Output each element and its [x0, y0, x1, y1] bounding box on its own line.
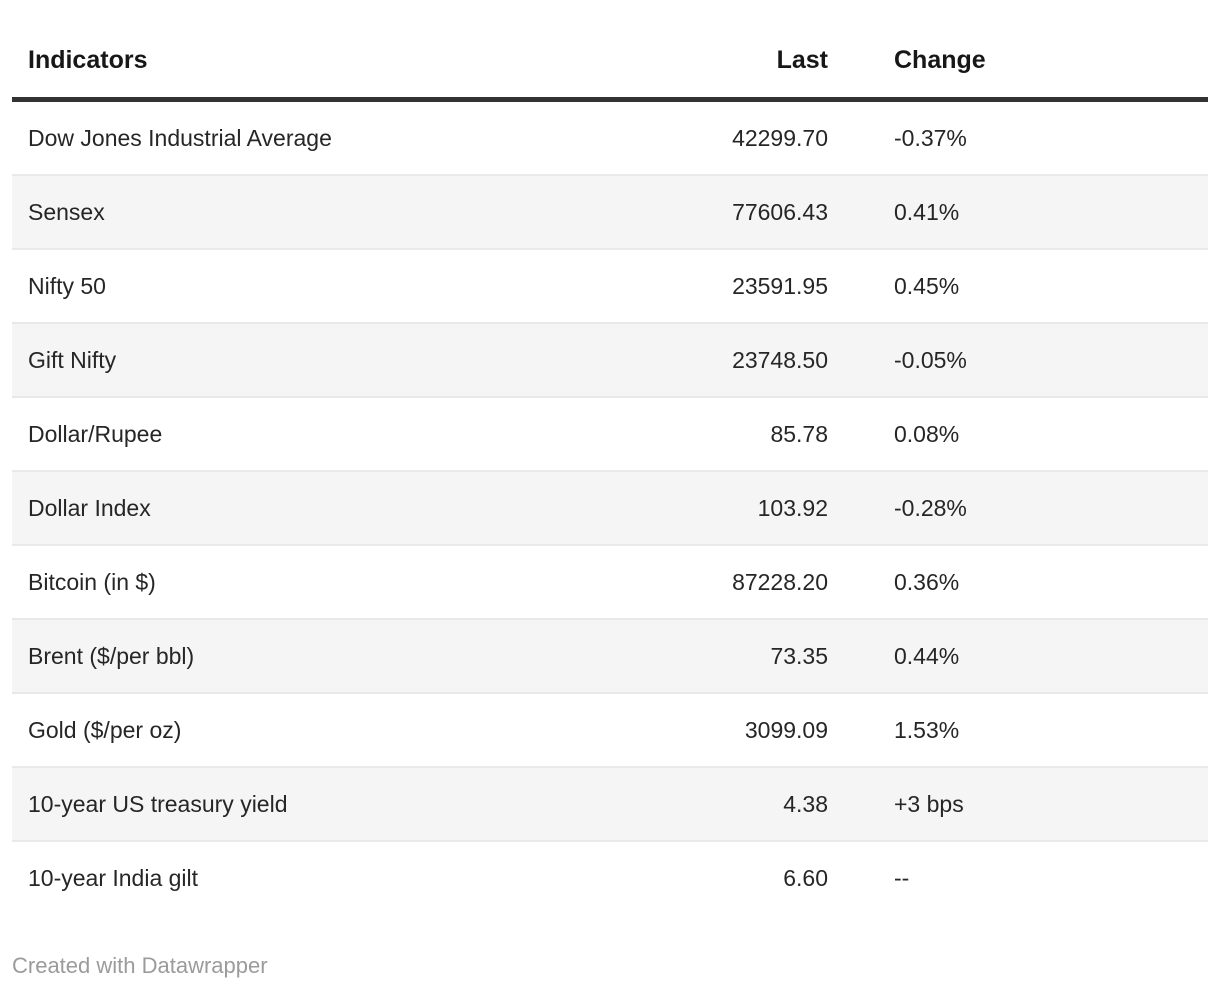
last-value-cell: 103.92	[632, 470, 828, 545]
indicator-name-cell: Brent ($/per bbl)	[12, 618, 632, 693]
indicator-name-cell: Bitcoin (in $)	[12, 544, 632, 619]
change-value-cell: 0.36%	[828, 544, 1208, 619]
change-value-cell: --	[828, 840, 1208, 914]
indicator-name-cell: Nifty 50	[12, 248, 632, 323]
datawrapper-credit-link[interactable]: Created with Datawrapper	[12, 953, 268, 978]
table-row: Dollar Index 103.92 -0.28%	[12, 470, 1208, 545]
table-row: Bitcoin (in $) 87228.20 0.36%	[12, 544, 1208, 619]
last-value-cell: 6.60	[632, 840, 828, 914]
change-value-cell: -0.28%	[828, 470, 1208, 545]
last-value-cell: 77606.43	[632, 174, 828, 249]
last-value-cell: 42299.70	[732, 124, 828, 151]
indicator-name-cell: Dollar Index	[12, 470, 632, 545]
table-row: Dow Jones Industrial Average 42299.70 -0…	[12, 100, 1208, 176]
table-row: 10-year US treasury yield 4.38 +3 bps	[12, 766, 1208, 841]
change-value-cell: 0.41%	[828, 174, 1208, 249]
change-value-cell: 0.44%	[828, 618, 1208, 693]
last-value-cell: 4.38	[632, 766, 828, 841]
table-row: Nifty 50 23591.95 0.45%	[12, 248, 1208, 323]
indicator-name-cell: 10-year India gilt	[12, 840, 632, 914]
indicator-name-cell: Gold ($/per oz)	[12, 692, 632, 767]
table-header: Indicators Last Change	[12, 0, 1208, 102]
last-value-cell: 3099.09	[632, 692, 828, 767]
indicator-name-cell: Dow Jones Industrial Average	[28, 124, 332, 151]
change-value-cell: 0.45%	[828, 248, 1208, 323]
last-value-cell: 85.78	[632, 396, 828, 471]
change-value-cell: +3 bps	[828, 766, 1208, 841]
table-row: Gold ($/per oz) 3099.09 1.53%	[12, 692, 1208, 767]
table-row: Sensex 77606.43 0.41%	[12, 174, 1208, 249]
indicator-name-cell: Sensex	[12, 174, 632, 249]
indicators-table: Indicators Last Change Dow Jones Industr…	[12, 0, 1208, 914]
last-value-cell: 87228.20	[632, 544, 828, 619]
indicator-name-cell: Gift Nifty	[12, 322, 632, 397]
column-header-change: Change	[828, 0, 1208, 102]
last-value-cell: 23591.95	[632, 248, 828, 323]
header-row: Indicators Last Change	[12, 0, 1208, 102]
indicator-name-cell: Dollar/Rupee	[12, 396, 632, 471]
table-row: 10-year India gilt 6.60 --	[12, 840, 1208, 914]
indicator-name-cell: 10-year US treasury yield	[12, 766, 632, 841]
table-row: Gift Nifty 23748.50 -0.05%	[12, 322, 1208, 397]
credit-line: Created with Datawrapper	[12, 953, 1208, 979]
column-header-last: Last	[632, 0, 828, 102]
last-value-cell: 23748.50	[632, 322, 828, 397]
change-value-cell: -0.05%	[828, 322, 1208, 397]
table-row: Brent ($/per bbl) 73.35 0.44%	[12, 618, 1208, 693]
change-value-cell: 1.53%	[828, 692, 1208, 767]
table-row: Dollar/Rupee 85.78 0.08%	[12, 396, 1208, 471]
last-value-cell: 73.35	[632, 618, 828, 693]
column-header-indicators: Indicators	[12, 0, 632, 102]
change-value-cell: 0.08%	[828, 396, 1208, 471]
table-body: Dow Jones Industrial Average 42299.70 -0…	[12, 100, 1208, 914]
change-value-cell: -0.37%	[894, 124, 967, 151]
